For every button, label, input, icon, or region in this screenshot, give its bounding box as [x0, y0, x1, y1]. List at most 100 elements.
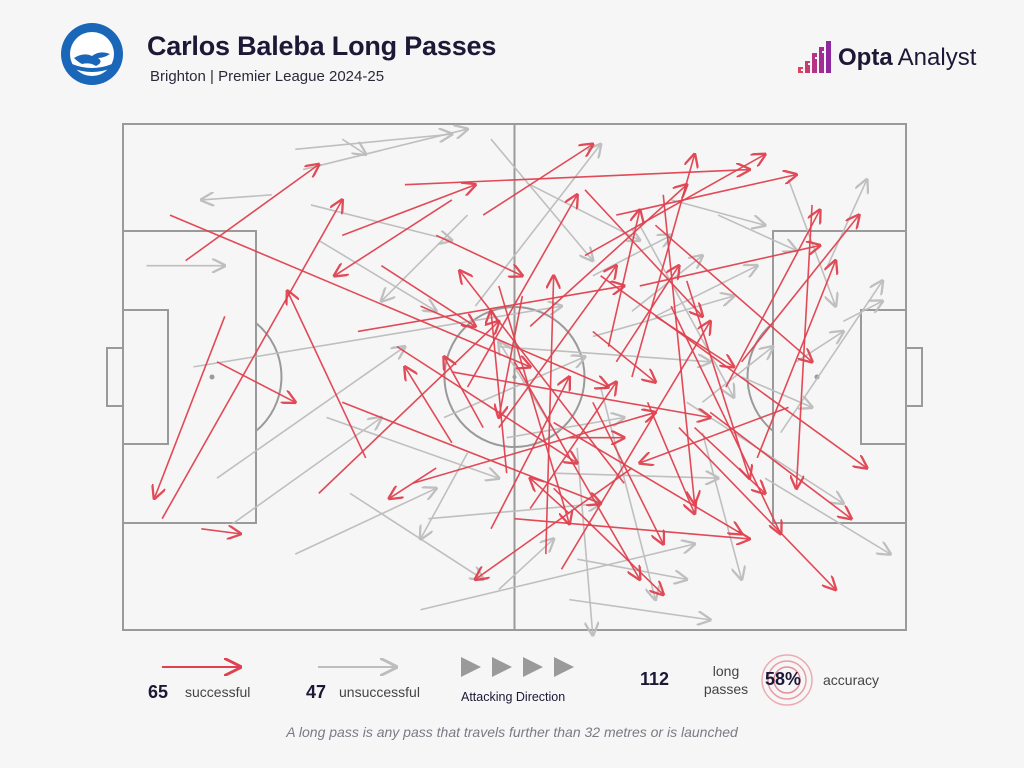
accuracy-target-icon [761, 654, 813, 706]
total-passes-count: 112 [640, 669, 670, 689]
successful-pass-arrow [466, 195, 578, 388]
unsuccessful-pass-arrow [826, 180, 867, 267]
brighton-badge-logo [61, 23, 123, 85]
successful-pass-arrow [435, 234, 522, 275]
attacking-direction-arrows [461, 657, 574, 677]
accuracy-label: accuracy [823, 672, 880, 688]
successful-count: 65 [148, 682, 169, 702]
total-passes-label-line2: passes [703, 681, 749, 697]
unsuccessful-label: unsuccessful [339, 684, 420, 700]
opta-analyst-logo: Opta Analyst [798, 40, 976, 76]
successful-pass-arrow [678, 427, 836, 590]
total-passes-label-line1: long [712, 663, 740, 679]
successful-pass-arrow [169, 214, 530, 367]
unsuccessful-pass-arrow [780, 281, 883, 434]
successful-pass-arrow [185, 164, 319, 262]
centre-spot [512, 375, 517, 379]
successful-pass-arrow [475, 467, 633, 579]
opta-bars-icon [798, 41, 831, 73]
successful-pass-arrow [592, 330, 656, 382]
left-penalty-spot [209, 374, 215, 380]
unsuccessful-pass-arrow [569, 598, 710, 620]
page-title: Carlos Baleba Long Passes [147, 31, 497, 61]
unsuccessful-pass-arrow [294, 488, 436, 555]
successful-pass-arrow [513, 361, 640, 580]
unsuccessful-pass-arrow [701, 432, 741, 580]
left-penalty-arc [255, 322, 283, 432]
unsuccessful-passes [146, 129, 890, 635]
unsuccessful-pass-arrow [232, 417, 382, 525]
successful-pass-arrow [404, 170, 750, 186]
unsuccessful-pass-arrow [341, 138, 365, 154]
unsuccessful-pass-arrow [201, 195, 272, 200]
successful-pass-arrow [498, 266, 616, 429]
direction-triangle-4 [554, 657, 574, 677]
successful-pass-arrow [444, 357, 484, 428]
accuracy-value: 58% [765, 669, 802, 689]
successful-pass-arrow [318, 321, 499, 494]
successful-pass-arrow [341, 185, 475, 237]
right-six-yard-box [860, 309, 907, 445]
successful-pass-arrow [529, 382, 616, 510]
right-goal [905, 347, 923, 407]
left-goal [106, 347, 124, 407]
right-penalty-box [772, 230, 907, 524]
unsuccessful-pass-arrow [592, 296, 734, 338]
direction-triangle-2 [492, 657, 512, 677]
successful-pass-arrow [670, 305, 781, 534]
successful-pass-arrow [592, 401, 663, 544]
successful-pass-arrow [201, 529, 240, 534]
successful-pass-arrow [560, 321, 710, 570]
unsuccessful-pass-arrow [490, 138, 593, 260]
unsuccessful-pass-arrow [787, 179, 836, 307]
unsuccessful-pass-arrow [553, 473, 718, 478]
unsuccessful-pass-arrow [639, 224, 734, 397]
unsuccessful-pass-arrow [349, 492, 483, 579]
legend [162, 654, 813, 706]
successful-pass-arrow [740, 215, 859, 363]
successful-pass-arrow [499, 295, 524, 417]
successful-pass-arrow [514, 517, 750, 539]
footnote: A long pass is any pass that travels fur… [286, 724, 738, 740]
successful-pass-arrow [662, 194, 694, 504]
successful-pass-arrow [412, 412, 656, 485]
successful-pass-arrow [482, 144, 593, 216]
successful-pass-arrow [491, 311, 508, 474]
successful-pass-arrow [584, 154, 765, 257]
successful-pass-arrow [709, 411, 851, 518]
direction-triangle-1 [461, 657, 481, 677]
successful-pass-arrow [530, 478, 570, 515]
successful-pass-arrow [584, 189, 702, 317]
unsuccessful-pass-arrow [506, 417, 624, 439]
successful-pass-arrow [553, 421, 742, 534]
successful-pass-arrow [725, 210, 820, 388]
successful-pass-arrow [529, 185, 687, 327]
unsuccessful-pass-arrow [576, 558, 687, 579]
successful-pass-arrow [420, 305, 609, 387]
unsuccessful-pass-arrow [764, 477, 890, 554]
successful-pass-arrow [161, 200, 342, 520]
unsuccessful-pass-arrow [216, 347, 405, 479]
successful-pass-arrow [405, 367, 453, 444]
left-six-yard-box [122, 309, 169, 445]
attacking-direction-label: Attacking Direction [461, 690, 566, 704]
unsuccessful-pass-arrow [599, 386, 656, 600]
successful-pass-arrow [756, 261, 835, 459]
successful-pass-arrow [451, 371, 710, 418]
unsuccessful-pass-arrow [529, 184, 640, 241]
successful-passes [154, 144, 867, 594]
successful-pass-arrow [553, 487, 664, 594]
unsuccessful-pass-arrow [310, 204, 452, 240]
brand-word-analyst: Analyst [897, 44, 977, 71]
unsuccessful-count: 47 [306, 682, 327, 702]
unsuccessful-pass-arrow [576, 447, 593, 635]
unsuccessful-pass-arrow [193, 306, 561, 368]
unsuccessful-pass-arrow [474, 144, 600, 307]
direction-triangle-3 [523, 657, 543, 677]
unsuccessful-pass-arrow [421, 452, 469, 539]
unsuccessful-pass-arrow [670, 199, 765, 225]
unsuccessful-pass-arrow [326, 416, 499, 478]
page-subtitle: Brighton | Premier League 2024-25 [150, 68, 385, 85]
unsuccessful-pass-arrow [842, 301, 882, 323]
